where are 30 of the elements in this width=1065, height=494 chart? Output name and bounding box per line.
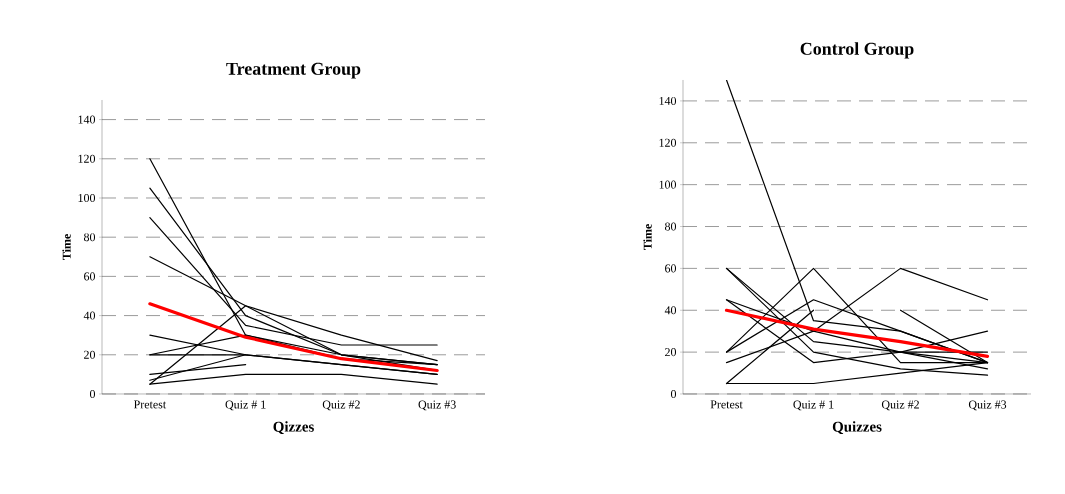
x-axis-title: Quizzes	[832, 421, 882, 434]
x-tick-label: Quiz # 1	[793, 400, 834, 411]
x-axis-title: Qizzes	[273, 421, 314, 434]
y-tick-label: 120	[659, 138, 677, 147]
y-tick-label: 60	[665, 264, 677, 273]
y-tick-label: 60	[84, 272, 96, 281]
y-tick-label: 120	[78, 154, 96, 163]
y-tick-label: 80	[664, 222, 677, 231]
x-tick-label: Quiz #2	[322, 400, 360, 411]
x-tick-label: Quiz #3	[968, 400, 1007, 411]
y-tick-label: 40	[83, 311, 96, 320]
y-tick-label: 0	[89, 389, 96, 399]
y-tick-label: 20	[84, 350, 96, 359]
x-tick-label: Quiz #2	[881, 400, 919, 411]
y-tick-label: 20	[665, 348, 677, 357]
chart-title: Control Group	[800, 42, 914, 59]
y-axis-title: Time	[643, 224, 652, 250]
x-tick-label: Pretest	[133, 400, 167, 409]
y-axis-title: Time	[62, 234, 71, 260]
y-tick-label: 100	[78, 193, 96, 203]
x-tick-label: Quiz # 1	[225, 400, 266, 411]
y-tick-label: 80	[83, 233, 96, 242]
y-tick-label: 140	[659, 96, 677, 105]
y-tick-label: 140	[78, 115, 96, 124]
chart-title: Treatment Group	[226, 62, 361, 79]
x-tick-label: Quiz #3	[418, 400, 456, 411]
y-tick-label: 100	[659, 180, 677, 189]
y-tick-label: 0	[670, 389, 677, 399]
y-tick-label: 40	[664, 306, 677, 315]
x-tick-label: Pretest	[710, 400, 743, 409]
